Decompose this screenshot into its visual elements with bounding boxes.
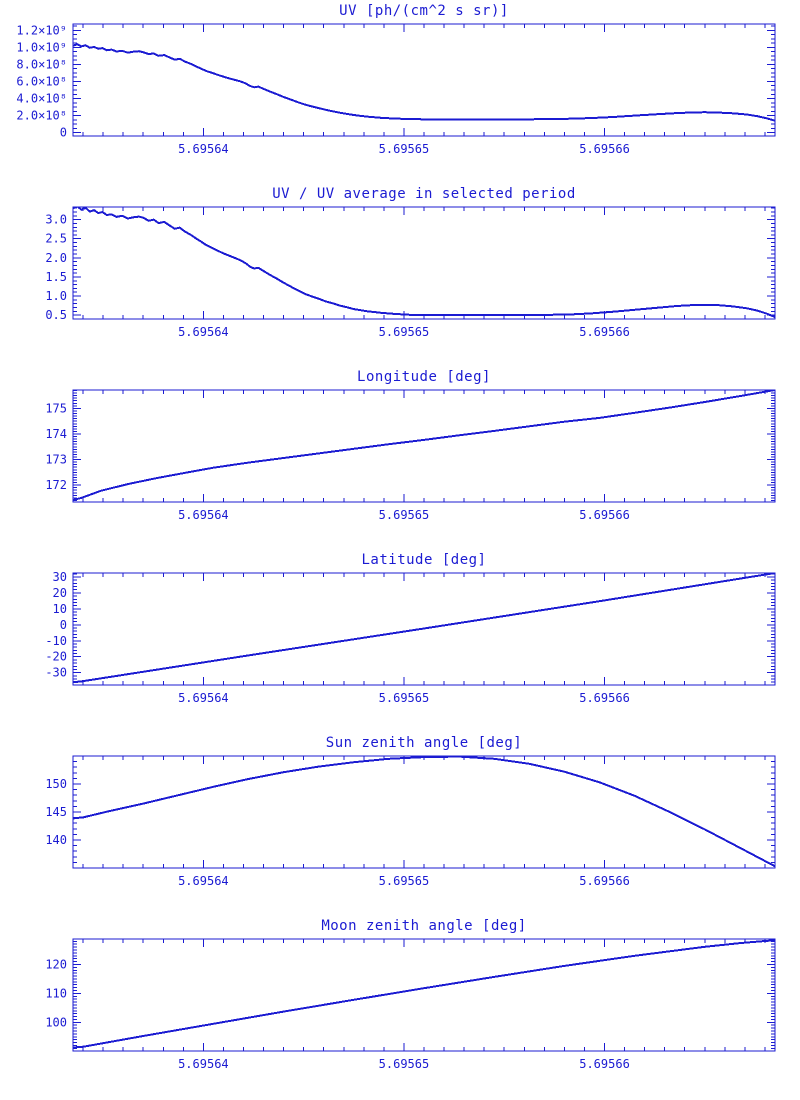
svg-text:173: 173 <box>45 453 67 467</box>
svg-text:150: 150 <box>45 777 67 791</box>
svg-text:120: 120 <box>45 957 67 971</box>
latitude-plot-canvas: 5.69564 5.69565 5.69566 30 20 10 0 -10 -20 -30 <box>0 549 800 732</box>
svg-text:1.5: 1.5 <box>45 270 67 284</box>
svg-text:145: 145 <box>45 805 67 819</box>
svg-text:2.0: 2.0 <box>45 251 67 265</box>
svg-text:5.69564: 5.69564 <box>178 691 229 705</box>
svg-text:-10: -10 <box>45 634 67 648</box>
svg-text:174: 174 <box>45 427 67 441</box>
chart-sun-zenith: Sun zenith angle [deg] 5.69564 5.69565 5.6… <box>0 732 800 915</box>
longitude-plot-canvas: 5.69564 5.69565 5.69566 175 174 173 172 <box>0 366 800 549</box>
svg-text:10: 10 <box>53 602 67 616</box>
svg-text:5.69566: 5.69566 <box>579 874 630 888</box>
svg-text:4.0×10⁸: 4.0×10⁸ <box>16 92 67 106</box>
chart-moon-zenith-title: Moon zenith angle [deg] <box>321 918 527 934</box>
chart-longitude: Longitude [deg] 5.69564 5.69565 5.69566 175… <box>0 366 800 549</box>
svg-text:2.5: 2.5 <box>45 232 67 246</box>
chart-latitude-title: Latitude [deg] <box>361 552 487 568</box>
svg-text:100: 100 <box>45 1015 67 1029</box>
svg-text:3.0: 3.0 <box>45 213 67 227</box>
svg-text:0: 0 <box>60 618 67 632</box>
svg-text:1.0×10⁹: 1.0×10⁹ <box>16 40 67 54</box>
svg-text:6.0×10⁸: 6.0×10⁸ <box>16 74 67 88</box>
svg-text:5.69566: 5.69566 <box>579 325 630 339</box>
chart-sun-zenith-title: Sun zenith angle [deg] <box>325 735 523 751</box>
chart-uv-flux-title: UV [ph/(cm^2 s sr)] <box>339 3 509 19</box>
svg-text:5.69564: 5.69564 <box>178 874 229 888</box>
svg-text:5.69565: 5.69565 <box>379 1057 430 1071</box>
svg-text:5.69566: 5.69566 <box>579 1057 630 1071</box>
svg-text:8.0×10⁸: 8.0×10⁸ <box>16 57 67 71</box>
svg-text:20: 20 <box>53 586 67 600</box>
svg-text:0.5: 0.5 <box>45 308 67 322</box>
svg-text:5.69565: 5.69565 <box>379 874 430 888</box>
chart-uv-ratio-title: UV / UV average in selected period <box>272 186 576 202</box>
svg-text:140: 140 <box>45 833 67 847</box>
chart-latitude: Latitude [deg] 5.69564 5.69565 5.69566 30 20… <box>0 549 800 732</box>
chart-moon-zenith: Moon zenith angle [deg] 5.69564 5.69565 5.… <box>0 915 800 1098</box>
uv-ratio-plot-canvas: 5.69564 5.69565 5.69566 3.0 2.5 2.0 1.5 1.0 0.5 <box>0 183 800 366</box>
svg-text:5.69564: 5.69564 <box>178 325 229 339</box>
svg-text:30: 30 <box>53 570 67 584</box>
svg-text:5.69565: 5.69565 <box>379 142 430 156</box>
svg-text:5.69564: 5.69564 <box>178 142 229 156</box>
svg-text:5.69566: 5.69566 <box>579 142 630 156</box>
chart-uv-flux: UV [ph/(cm^2 s sr)] 5.69564 5.69565 5.6956… <box>0 0 800 183</box>
chart-longitude-title: Longitude [deg] <box>357 369 491 385</box>
moon-zenith-plot-canvas: 5.69564 5.69565 5.69566 120 110 100 <box>0 915 800 1098</box>
uv-flux-plot-canvas: 5.69564 5.69565 5.69566 1.2×10⁹ 1.0×10⁹ 8.0×1… <box>0 0 800 183</box>
svg-text:5.69566: 5.69566 <box>579 508 630 522</box>
svg-text:110: 110 <box>45 986 67 1000</box>
svg-text:5.69565: 5.69565 <box>379 325 430 339</box>
sun-zenith-plot-canvas: 5.69564 5.69565 5.69566 150 145 140 <box>0 732 800 915</box>
svg-text:1.2×10⁹: 1.2×10⁹ <box>16 23 67 37</box>
svg-text:-30: -30 <box>45 666 67 680</box>
svg-text:5.69564: 5.69564 <box>178 1057 229 1071</box>
svg-text:5.69566: 5.69566 <box>579 691 630 705</box>
svg-text:1.0: 1.0 <box>45 289 67 303</box>
chart-uv-ratio: UV / UV average in selected period 5.695… <box>0 183 800 366</box>
svg-text:5.69565: 5.69565 <box>379 508 430 522</box>
svg-text:5.69564: 5.69564 <box>178 508 229 522</box>
svg-text:5.69565: 5.69565 <box>379 691 430 705</box>
svg-text:0: 0 <box>60 126 67 140</box>
svg-text:172: 172 <box>45 478 67 492</box>
svg-text:-20: -20 <box>45 650 67 664</box>
svg-text:2.0×10⁸: 2.0×10⁸ <box>16 109 67 123</box>
svg-text:175: 175 <box>45 401 67 415</box>
